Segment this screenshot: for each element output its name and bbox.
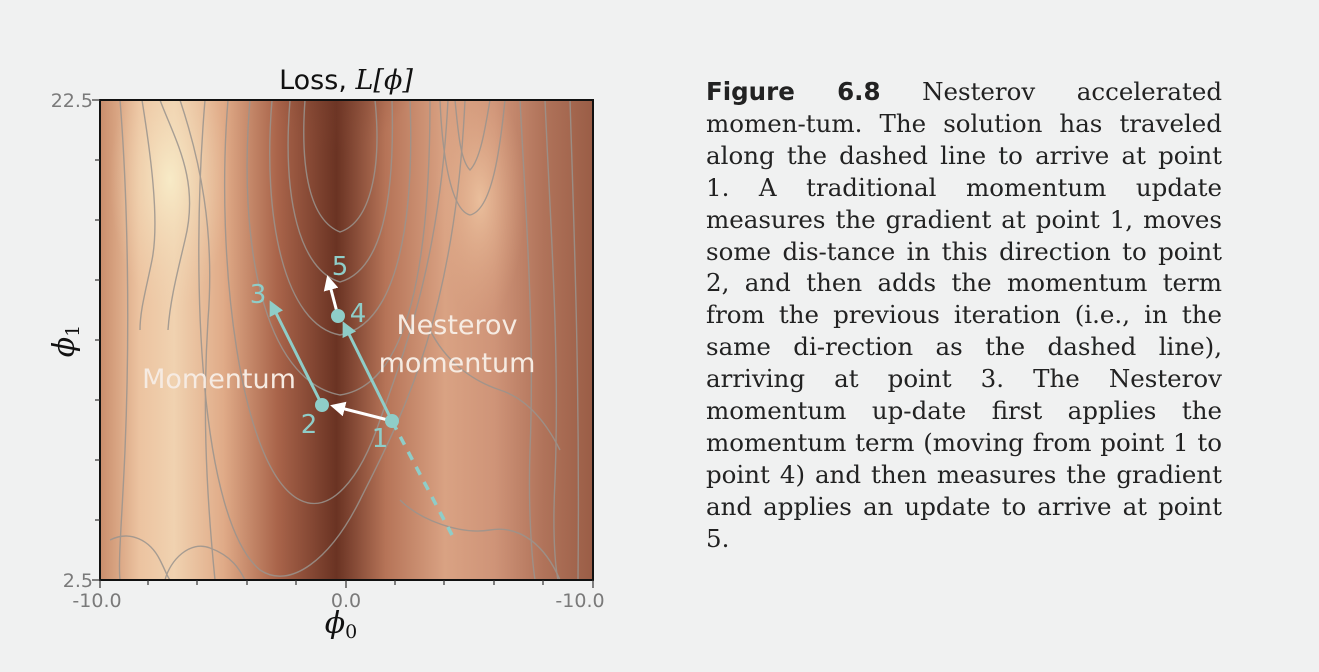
y-axis-label: ϕ1 bbox=[47, 325, 84, 358]
x-tick-left: -10.0 bbox=[72, 590, 121, 612]
previous-path-dashed bbox=[390, 420, 454, 536]
y-tick-bottom: 2.5 bbox=[63, 570, 93, 592]
x-axis-label: ϕ0 bbox=[325, 606, 358, 643]
dark-valley bbox=[230, 100, 450, 360]
point-4-marker bbox=[331, 309, 345, 323]
caption-text: Nesterov accelerated momen-tum. The solu… bbox=[706, 77, 1222, 553]
point-label-5: 5 bbox=[332, 252, 349, 282]
x-tick-middle: 0.0 bbox=[331, 590, 361, 612]
point-1-marker bbox=[385, 414, 399, 428]
light-ridge bbox=[110, 100, 230, 310]
point-label-2: 2 bbox=[301, 410, 318, 440]
point-2-marker bbox=[315, 398, 329, 412]
momentum-label: Momentum bbox=[142, 364, 296, 395]
x-tick-right: -10.0 bbox=[555, 590, 604, 612]
plot-title: Loss, L[ϕ] bbox=[279, 65, 413, 96]
nesterov-label-line1: Nesterov bbox=[396, 310, 517, 341]
loss-figure: Loss, L[ϕ] 22.5 2.5 -10.0 0.0 -10.0 ϕ0 ϕ… bbox=[47, 65, 605, 643]
axis-ticks bbox=[92, 99, 594, 588]
point-label-1: 1 bbox=[372, 424, 389, 454]
contour-lines bbox=[109, 100, 580, 580]
figure-label: Figure 6.8 bbox=[706, 77, 881, 106]
figure-caption: Figure 6.8 Nesterov accelerated momen-tu… bbox=[706, 76, 1222, 555]
nesterov-momentum-arrow bbox=[342, 321, 394, 422]
nesterov-label-line2: momentum bbox=[379, 348, 536, 379]
point-label-4: 4 bbox=[350, 299, 367, 329]
right-light-region bbox=[435, 100, 525, 320]
point-label-3: 3 bbox=[250, 280, 267, 310]
plot-area bbox=[100, 100, 593, 580]
momentum-term-arrow bbox=[269, 300, 324, 406]
momentum-gradient-arrow bbox=[330, 401, 393, 423]
y-tick-top: 22.5 bbox=[51, 90, 93, 112]
